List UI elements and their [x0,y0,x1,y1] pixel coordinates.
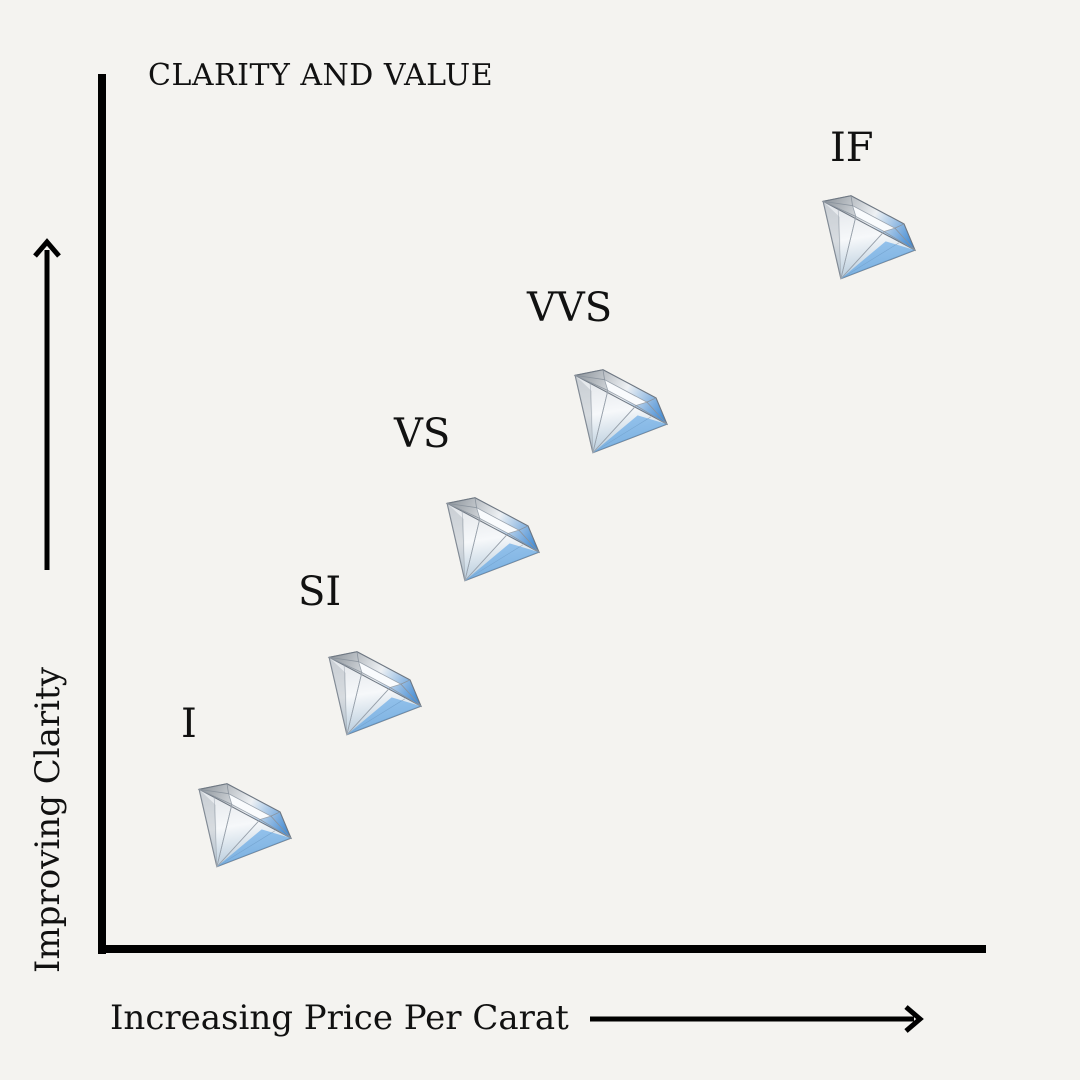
grade-label-if: IF [830,125,874,171]
chart-title: CLARITY AND VALUE [148,58,494,93]
grade-label-vs: VS [394,411,451,457]
x-axis-line [98,945,986,953]
diamond-icon [426,486,546,596]
diamond-icon [554,358,674,468]
diamond-icon [802,184,922,294]
arrow-up-icon [33,238,61,570]
arrow-right-icon [590,1005,924,1033]
x-axis-label: Increasing Price Per Carat [110,998,569,1038]
grade-label-i: I [181,701,197,747]
grade-label-vvs: VVS [527,285,613,331]
grade-label-si: SI [298,569,342,615]
y-axis-label: Improving Clarity [28,667,68,973]
y-axis-line [98,74,106,954]
diamond-icon [178,772,298,882]
diamond-icon [308,640,428,750]
